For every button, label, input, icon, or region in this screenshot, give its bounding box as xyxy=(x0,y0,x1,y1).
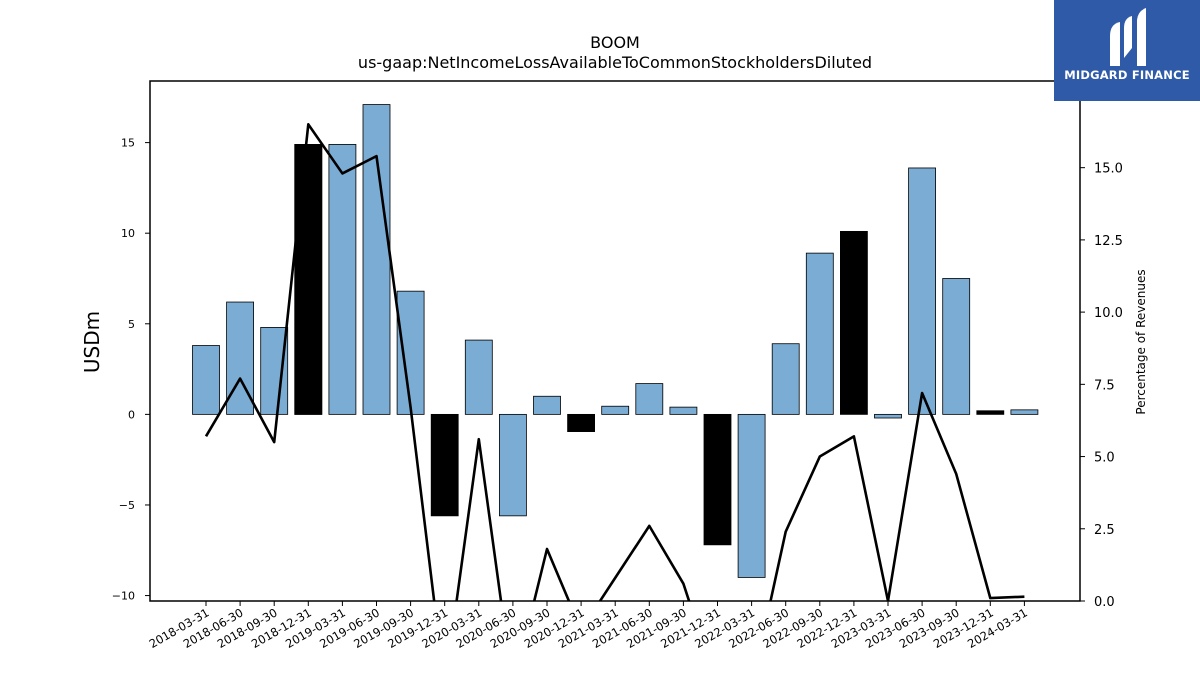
y2-axis-label: Percentage of Revenues xyxy=(1134,269,1148,414)
brand-logo-text: MIDGARD FINANCE xyxy=(1064,68,1190,82)
bar-1-19 xyxy=(840,230,868,415)
bar-0-6 xyxy=(396,290,425,415)
bar-0-8 xyxy=(464,339,493,415)
bar-1-23 xyxy=(976,410,1005,415)
y-tick-label-1: −5 xyxy=(119,499,135,512)
brand-logo: MIDGARD FINANCE xyxy=(1054,0,1200,101)
y-tick-label-4: 10 xyxy=(121,227,135,240)
y2-tick-label-5: 12.5 xyxy=(1094,234,1123,249)
bar-0-0 xyxy=(192,345,220,415)
y2-tick-label-3: 7.5 xyxy=(1094,378,1115,393)
bar-0-24 xyxy=(1010,409,1039,415)
brand-logo-icon xyxy=(1110,8,1146,66)
bar-1-7 xyxy=(430,413,459,517)
bar-1-3 xyxy=(294,144,323,415)
bar-0-21 xyxy=(908,167,936,415)
y-axis-label: USDm xyxy=(80,311,104,373)
y2-tick-label-2: 5.0 xyxy=(1094,451,1115,466)
bar-0-5 xyxy=(362,104,391,415)
bar-0-20 xyxy=(874,413,902,419)
y2-tick-label-4: 10.0 xyxy=(1094,306,1123,321)
plot-frame xyxy=(149,80,1081,602)
bar-0-12 xyxy=(601,405,630,415)
y2-tick-label-0: 0.0 xyxy=(1094,595,1115,610)
y2-tick-label-1: 2.5 xyxy=(1094,523,1115,538)
bar-0-16 xyxy=(737,413,766,578)
y-tick-label-5: 15 xyxy=(121,137,135,150)
bar-0-9 xyxy=(498,413,527,517)
bar-1-11 xyxy=(567,413,595,432)
bar-0-4 xyxy=(328,144,357,415)
bar-0-13 xyxy=(635,383,664,415)
bar-0-22 xyxy=(942,278,971,415)
y-tick-label-0: −10 xyxy=(112,590,135,603)
bar-0-18 xyxy=(805,252,834,415)
bar-0-10 xyxy=(533,395,561,415)
chart-subtitle: us-gaap:NetIncomeLossAvailableToCommonSt… xyxy=(358,53,872,72)
series-line-2 xyxy=(204,123,1025,601)
plot-area: −10−50510150.02.55.07.510.012.515.02018-… xyxy=(112,80,1123,651)
bar-0-17 xyxy=(771,343,800,415)
y-tick-label-2: 0 xyxy=(128,408,135,421)
bar-0-14 xyxy=(669,406,698,415)
chart-title: BOOM xyxy=(590,33,640,52)
y-tick-label-3: 5 xyxy=(128,318,135,331)
bar-1-15 xyxy=(703,413,732,546)
bar-0-2 xyxy=(260,327,289,415)
y2-tick-label-6: 15.0 xyxy=(1094,162,1123,177)
